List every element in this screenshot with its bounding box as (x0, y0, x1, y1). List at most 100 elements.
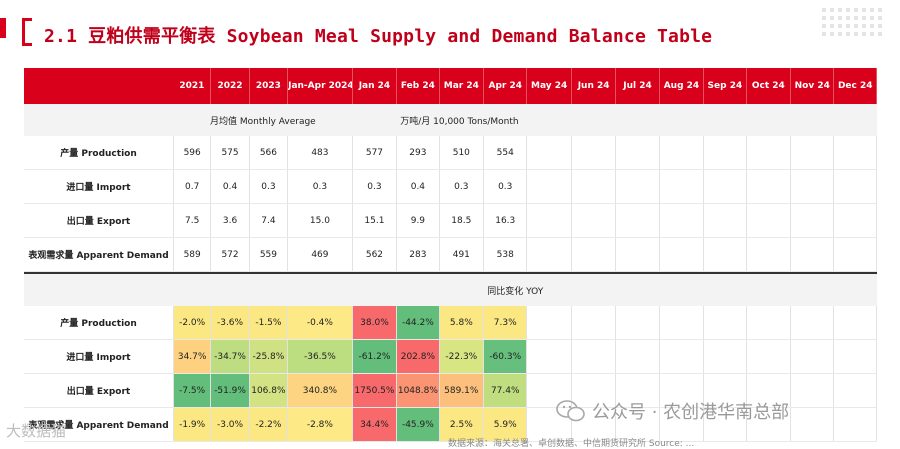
column-header: Nov 24 (790, 68, 835, 104)
empty-cell (833, 203, 877, 238)
table-cell: 0.3 (352, 169, 398, 204)
table-cell: 15.1 (352, 203, 398, 238)
row-label: 产量 Production (24, 306, 174, 340)
row-label: 表观需求量 Apparent Demand (24, 407, 174, 442)
empty-cell (833, 373, 877, 408)
empty-cell (526, 407, 572, 442)
table-cell: 5.9% (483, 407, 528, 442)
balance-table: 2021 2022 2023 Jan-Apr 2024 Jan 24 Feb 2… (24, 68, 877, 442)
empty-cell (790, 407, 835, 442)
table-cell: 1750.5% (352, 373, 398, 408)
empty-cell (790, 373, 835, 408)
empty-cell (526, 203, 572, 238)
table-row: 进口量 Import 0.7 0.4 0.3 0.3 0.3 0.4 0.3 0.3 (24, 169, 877, 204)
page-title: 2.1 豆粕供需平衡表 Soybean Meal Supply and Dema… (44, 26, 713, 47)
empty-cell (571, 237, 617, 272)
table-cell: 293 (396, 136, 440, 170)
table-cell: 469 (287, 237, 353, 272)
empty-cell (571, 169, 617, 204)
table-cell: 0.3 (287, 169, 353, 204)
column-header: 2022 (210, 68, 250, 104)
section-divider (24, 271, 877, 274)
empty-cell (833, 306, 877, 340)
empty-cell (526, 169, 572, 204)
table-cell: -2.2% (249, 407, 289, 442)
table-cell: 7.5 (173, 203, 212, 238)
table-cell: 7.4 (249, 203, 289, 238)
column-header: May 24 (526, 68, 572, 104)
empty-cell (790, 203, 835, 238)
table-cell: 562 (352, 237, 398, 272)
empty-cell (571, 136, 617, 170)
empty-cell (615, 407, 660, 442)
empty-cell (571, 407, 617, 442)
table-cell: 0.4 (210, 169, 250, 204)
table-cell: -2.0% (173, 306, 212, 340)
column-header: Oct 24 (746, 68, 792, 104)
table-cell: 2.5% (439, 407, 485, 442)
wechat-icon (556, 400, 585, 422)
column-header: Jan 24 (352, 68, 398, 104)
table-cell: 9.9 (396, 203, 440, 238)
section-label-yoy: 同比变化 YOY (24, 274, 877, 306)
empty-cell (746, 136, 792, 170)
empty-cell (703, 407, 747, 442)
empty-cell (746, 237, 792, 272)
table-cell: 0.3 (249, 169, 289, 204)
column-header: Apr 24 (483, 68, 528, 104)
row-label: 表观需求量 Apparent Demand (24, 237, 174, 272)
empty-cell (615, 339, 660, 374)
table-cell: 7.3% (483, 306, 528, 340)
row-label: 出口量 Export (24, 373, 174, 408)
table-cell: 34.7% (173, 339, 212, 374)
table-cell: 554 (483, 136, 528, 170)
table-cell: 38.0% (352, 306, 398, 340)
table-cell: -2.8% (287, 407, 353, 442)
empty-cell (659, 237, 705, 272)
table-cell: -60.3% (483, 339, 528, 374)
column-header: Jun 24 (571, 68, 617, 104)
row-label: 进口量 Import (24, 339, 174, 374)
column-header: Aug 24 (659, 68, 705, 104)
table-cell: -45.9% (396, 407, 440, 442)
column-header: 2023 (249, 68, 289, 104)
section-label-unit: 万吨/月 10,000 Tons/Month (352, 104, 572, 136)
empty-cell (571, 373, 617, 408)
table-cell: -1.5% (249, 306, 289, 340)
table-cell: -34.7% (210, 339, 250, 374)
table-cell: -7.5% (173, 373, 212, 408)
table-cell: 0.4 (396, 169, 440, 204)
empty-cell (746, 203, 792, 238)
table-cell: 575 (210, 136, 250, 170)
table-cell: 0.7 (173, 169, 212, 204)
table-cell: -51.9% (210, 373, 250, 408)
empty-cell (746, 407, 792, 442)
table-cell: -36.5% (287, 339, 353, 374)
empty-cell (703, 136, 747, 170)
table-cell: 566 (249, 136, 289, 170)
table-cell: -1.9% (173, 407, 212, 442)
table-cell: 18.5 (439, 203, 485, 238)
table-cell: 0.3 (483, 169, 528, 204)
table-cell: 589.1% (439, 373, 485, 408)
data-source-note: 数据来源：海关总署、卓创数据、中信期货研究所 Source: ... (448, 439, 695, 449)
row-label: 产量 Production (24, 136, 174, 170)
empty-cell (833, 169, 877, 204)
empty-cell (615, 136, 660, 170)
table-cell: -44.2% (396, 306, 440, 340)
section-label-monthly-average: 月均值 Monthly Average (173, 104, 353, 136)
table-cell: 283 (396, 237, 440, 272)
empty-cell (571, 203, 617, 238)
table-cell: 577 (352, 136, 398, 170)
empty-cell (833, 339, 877, 374)
decorative-dot-grid (822, 8, 892, 44)
empty-cell (659, 136, 705, 170)
section-header-yoy: 同比变化 YOY (24, 274, 877, 306)
table-cell: -3.6% (210, 306, 250, 340)
empty-cell (746, 306, 792, 340)
table-row: 表观需求量 Apparent Demand -1.9% -3.0% -2.2% -2.8… (24, 407, 877, 442)
table-cell: 3.6 (210, 203, 250, 238)
table-header-row: 2021 2022 2023 Jan-Apr 2024 Jan 24 Feb 2… (24, 68, 877, 104)
empty-cell (615, 203, 660, 238)
table-row: 出口量 Export 7.5 3.6 7.4 15.0 15.1 9.9 18.5 16.3 (24, 203, 877, 238)
